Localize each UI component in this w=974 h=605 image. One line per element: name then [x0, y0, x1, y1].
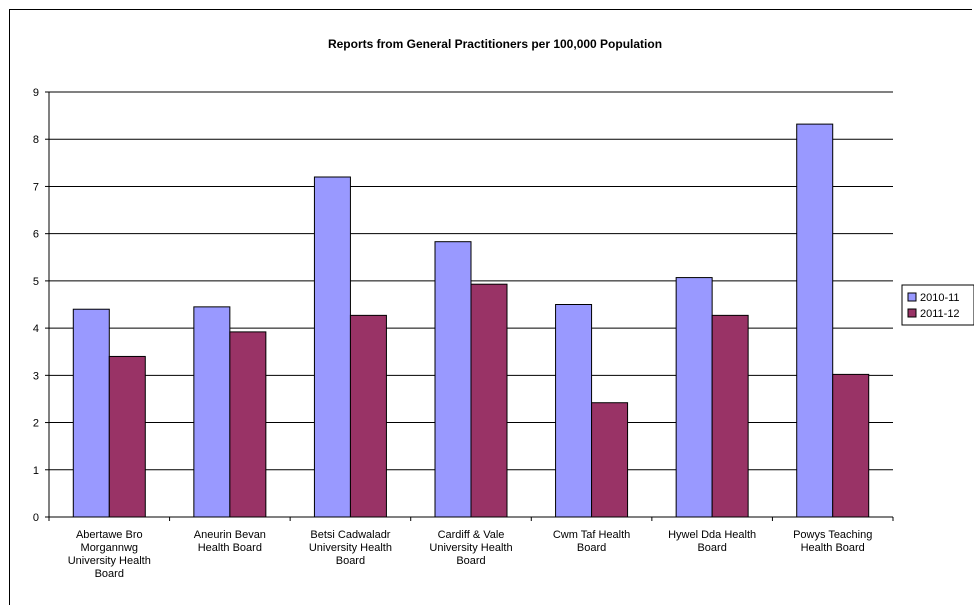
y-tick-label: 6 — [33, 229, 39, 241]
bar-2011-12-2 — [349, 314, 387, 518]
bar-2011-12-4 — [591, 402, 629, 518]
bar-2011-12-1 — [229, 331, 267, 518]
legend-swatch-2010-11 — [907, 292, 917, 302]
x-category-label: Cardiff & Vale University Health Board — [429, 529, 512, 567]
legend: 2010-11 2011-12 — [901, 284, 974, 326]
y-tick-label: 5 — [33, 276, 39, 288]
bar-2010-11-0 — [72, 308, 110, 518]
bar-2010-11-1 — [193, 306, 231, 518]
y-tick-label: 2 — [33, 418, 39, 430]
legend-box — [901, 284, 974, 326]
axes — [45, 91, 894, 521]
legend-label-2010-11: 2010-11 — [920, 292, 960, 304]
legend-swatch-2011-12 — [907, 308, 917, 318]
bar-2010-11-2 — [313, 176, 351, 518]
bar-2010-11-3 — [434, 241, 472, 518]
y-tick-label: 9 — [33, 87, 39, 99]
x-category-label: Powys Teaching Health Board — [793, 529, 872, 554]
x-category-label: Abertawe Bro Morgannwg University Health Bo… — [68, 529, 151, 580]
bar-2010-11-4 — [555, 304, 593, 518]
bar-2011-12-0 — [108, 355, 146, 518]
y-tick-label: 1 — [33, 465, 39, 477]
x-category-label: Hywel Dda Health Board — [668, 529, 756, 554]
y-tick-label: 0 — [33, 512, 39, 524]
y-tick-label: 7 — [33, 181, 39, 193]
x-category-label: Aneurin Bevan Health Board — [194, 529, 266, 554]
bar-2011-12-5 — [711, 314, 749, 518]
y-tick-label: 3 — [33, 370, 39, 382]
y-tick-label: 4 — [33, 323, 39, 335]
axis-labels: 0 1 2 3 4 5 6 7 8 9 Abertawe Bro Morgannwg Universit… — [33, 87, 872, 580]
bar-2010-11-5 — [675, 277, 713, 518]
chart-frame — [9, 9, 972, 605]
chart-title: Reports from General Practitioners per 1… — [328, 37, 662, 51]
bar-2010-11-6 — [796, 123, 834, 518]
legend-label-2011-12: 2011-12 — [920, 308, 960, 320]
bars — [72, 123, 870, 518]
x-category-label: Cwm Taf Health Board — [553, 529, 630, 554]
bar-2011-12-3 — [470, 283, 508, 518]
x-category-label: Betsi Cadwaladr University Health Board — [309, 529, 392, 567]
y-tick-label: 8 — [33, 134, 39, 146]
bar-2011-12-6 — [832, 373, 870, 518]
